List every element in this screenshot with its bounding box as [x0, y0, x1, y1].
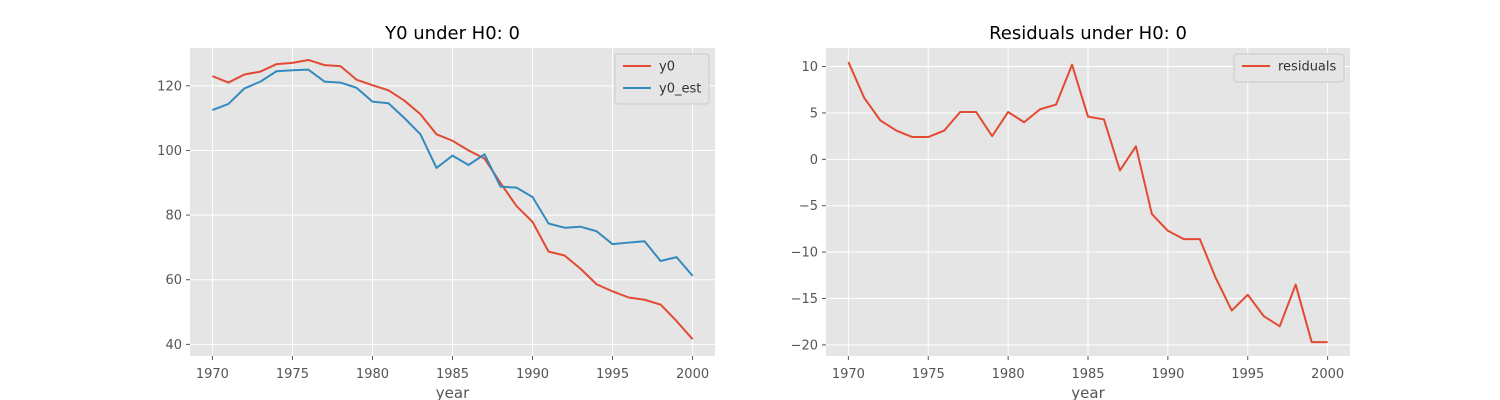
legend: y0 y0_est	[614, 53, 710, 105]
y-tick-label: −5	[799, 199, 818, 214]
chart-right: 1970 1975 1980 1985 1990 1995 2000 −20 −15 −10 −5 0…	[791, 23, 1350, 400]
legend-label: y0_est	[659, 82, 701, 97]
legend: residuals	[1233, 53, 1345, 83]
x-tick-label: 1995	[596, 367, 629, 382]
x-tick-label: 1985	[436, 367, 469, 382]
y-tick-label: 10	[801, 60, 818, 75]
legend-box	[1233, 53, 1345, 83]
y-tick-label: −10	[791, 246, 818, 261]
legend-label: y0	[659, 60, 675, 75]
x-tick-label: 1975	[912, 367, 945, 382]
x-tick-label: 1975	[276, 367, 309, 382]
x-tick-label: 2000	[676, 367, 709, 382]
y-tick-label: 0	[810, 153, 818, 168]
y-tick-label: 120	[157, 79, 182, 94]
x-axis-label: year	[436, 384, 470, 400]
y-tick-label: 40	[165, 338, 182, 353]
legend-label: residuals	[1278, 60, 1337, 75]
x-tick-label: 2000	[1311, 367, 1344, 382]
x-tick-label: 1990	[516, 367, 549, 382]
chart-title: Y0 under H0: 0	[384, 23, 520, 44]
x-tick-label: 1970	[196, 367, 229, 382]
x-tick-label: 1970	[832, 367, 865, 382]
x-tick-label: 1990	[1151, 367, 1184, 382]
chart-title: Residuals under H0: 0	[989, 23, 1187, 44]
y-tick-label: −15	[791, 292, 818, 307]
y-tick-label: 60	[165, 273, 182, 288]
y-tick-label: −20	[791, 338, 818, 353]
series-line-y0-est	[212, 68, 694, 277]
x-axis-label: year	[1071, 384, 1105, 400]
x-tick-label: 1980	[356, 367, 389, 382]
chart-left: 1970 1975 1980 1985 1990 1995 2000 40 60 80 100 120…	[157, 23, 715, 400]
y-tick-label: 80	[165, 209, 182, 224]
y-tick-label: 100	[157, 144, 182, 159]
x-tick-label: 1980	[992, 367, 1025, 382]
x-tick-label: 1985	[1071, 367, 1104, 382]
y-tick-label: 5	[810, 106, 818, 121]
series-line-y0	[212, 58, 694, 340]
x-tick-label: 1995	[1231, 367, 1264, 382]
series-line-residuals	[847, 61, 1328, 344]
